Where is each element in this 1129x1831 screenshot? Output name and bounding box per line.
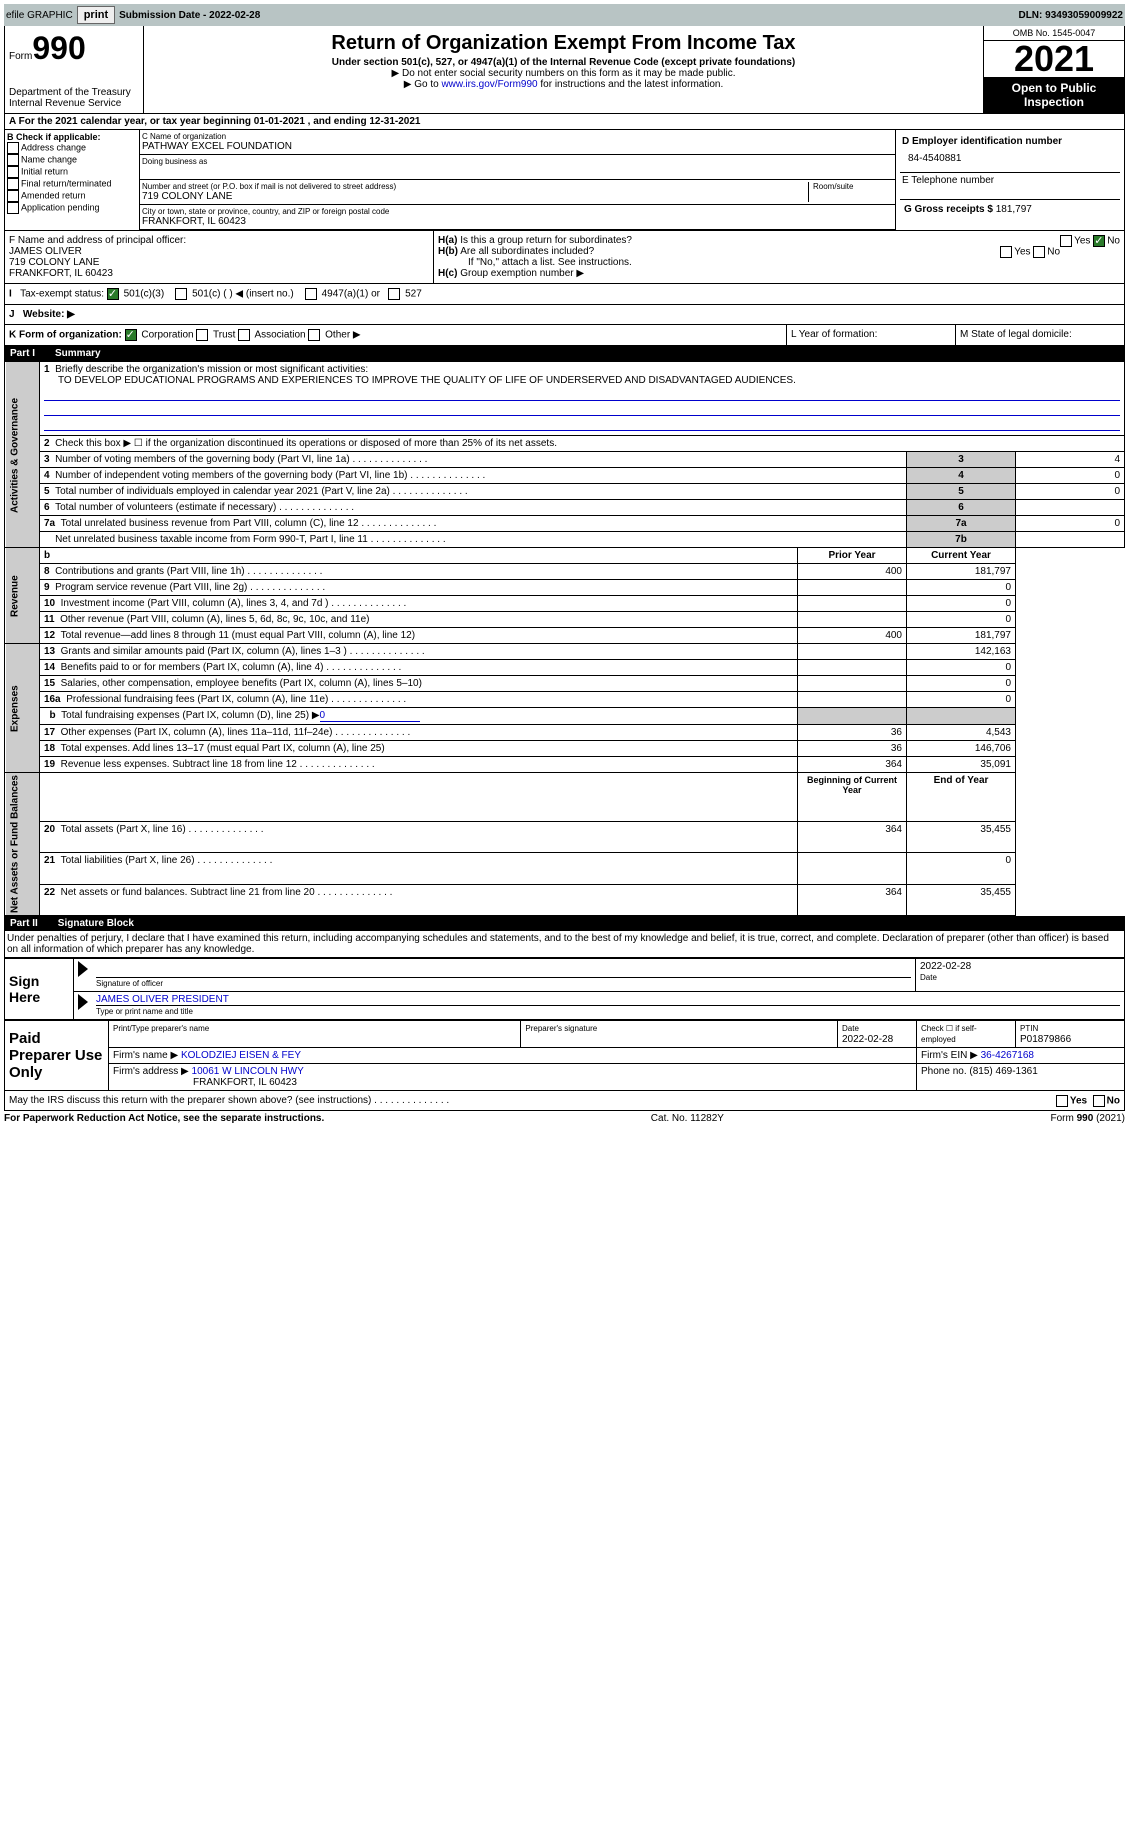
cb-final-return[interactable]	[7, 178, 19, 190]
header-sub1: Under section 501(c), 527, or 4947(a)(1)…	[148, 57, 979, 68]
irs-label: Internal Revenue Service	[9, 98, 139, 109]
preparer-table: Paid Preparer Use Only Print/Type prepar…	[4, 1020, 1125, 1091]
efile-label: efile GRAPHIC	[6, 10, 73, 21]
sig-date: 2022-02-28	[920, 961, 1120, 972]
line-j: J Website: ▶	[4, 305, 1125, 325]
activities-label: Activities & Governance	[5, 362, 40, 548]
tax-year: 2021	[984, 41, 1124, 77]
cb-ha-no[interactable]	[1093, 235, 1105, 247]
col-c: C Name of organizationPATHWAY EXCEL FOUN…	[140, 130, 895, 230]
line-a: A For the 2021 calendar year, or tax yea…	[4, 114, 1125, 130]
summary-table: Activities & Governance 1 Briefly descri…	[4, 361, 1125, 916]
officer-name: JAMES OLIVER	[9, 246, 429, 257]
submission-label: Submission Date - 2022-02-28	[119, 10, 260, 21]
header-center: Return of Organization Exempt From Incom…	[144, 26, 983, 113]
print-button[interactable]: print	[77, 6, 115, 24]
ein: 84-4540881	[902, 147, 1118, 170]
top-toolbar: efile GRAPHIC print Submission Date - 20…	[4, 4, 1125, 26]
header-sub2: ▶ Do not enter social security numbers o…	[148, 68, 979, 79]
header-right: OMB No. 1545-0047 2021 Open to Public In…	[983, 26, 1124, 113]
firm-name[interactable]: KOLODZIEJ EISEN & FEY	[181, 1050, 301, 1061]
header-sub3: ▶ Go to www.irs.gov/Form990 for instruct…	[148, 79, 979, 90]
declaration: Under penalties of perjury, I declare th…	[4, 931, 1125, 958]
form-number-block: Form990 Department of the Treasury Inter…	[5, 26, 144, 113]
may-discuss: May the IRS discuss this return with the…	[4, 1091, 1125, 1111]
dept-label: Department of the Treasury	[9, 87, 139, 98]
expenses-label: Expenses	[5, 644, 40, 773]
section-fh: F Name and address of principal officer:…	[4, 231, 1125, 284]
cb-501c3[interactable]	[107, 288, 119, 300]
footer: For Paperwork Reduction Act Notice, see …	[4, 1111, 1125, 1126]
org-city: FRANKFORT, IL 60423	[142, 216, 893, 227]
org-name: PATHWAY EXCEL FOUNDATION	[142, 141, 893, 152]
mission-text: TO DEVELOP EDUCATIONAL PROGRAMS AND EXPE…	[44, 375, 796, 386]
officer-typed[interactable]: JAMES OLIVER PRESIDENT	[96, 994, 229, 1005]
cb-name-change[interactable]	[7, 154, 19, 166]
ptin: P01879866	[1020, 1034, 1071, 1045]
section-bcdefg: B Check if applicable: Address change Na…	[4, 130, 1125, 231]
netassets-label: Net Assets or Fund Balances	[5, 773, 40, 916]
part1-header: Part ISummary	[4, 346, 1125, 361]
irs-link[interactable]: www.irs.gov/Form990	[441, 79, 537, 90]
col-f: F Name and address of principal officer:…	[5, 231, 434, 283]
line-klm: K Form of organization: Corporation Trus…	[4, 325, 1125, 346]
fundraising-link[interactable]: 0	[320, 710, 420, 722]
arrow-icon	[78, 961, 88, 977]
col-h: H(a) Is this a group return for subordin…	[434, 231, 1124, 283]
line-i: I Tax-exempt status: 501(c)(3) 501(c) ( …	[4, 284, 1125, 305]
part2-header: Part IISignature Block	[4, 916, 1125, 931]
firm-ein[interactable]: 36-4267168	[981, 1050, 1034, 1061]
cb-address-change[interactable]	[7, 142, 19, 154]
cb-corp[interactable]	[125, 329, 137, 341]
dln-label: DLN: 93493059009922	[1018, 10, 1123, 21]
revenue-label: Revenue	[5, 548, 40, 644]
col-d: D Employer identification number84-45408…	[895, 130, 1124, 230]
open-to-public: Open to Public Inspection	[984, 77, 1124, 113]
form-header: Form990 Department of the Treasury Inter…	[4, 26, 1125, 114]
org-address: 719 COLONY LANE	[142, 191, 808, 202]
cb-pending[interactable]	[7, 202, 19, 214]
cb-initial-return[interactable]	[7, 166, 19, 178]
gross-receipts: 181,797	[996, 204, 1032, 215]
preparer-phone: (815) 469-1361	[969, 1066, 1037, 1077]
cb-amended[interactable]	[7, 190, 19, 202]
form-title: Return of Organization Exempt From Incom…	[148, 32, 979, 55]
sign-here-table: Sign Here Signature of officer 2022-02-2…	[4, 958, 1125, 1020]
col-b: B Check if applicable: Address change Na…	[5, 130, 140, 230]
arrow-icon	[78, 994, 88, 1010]
